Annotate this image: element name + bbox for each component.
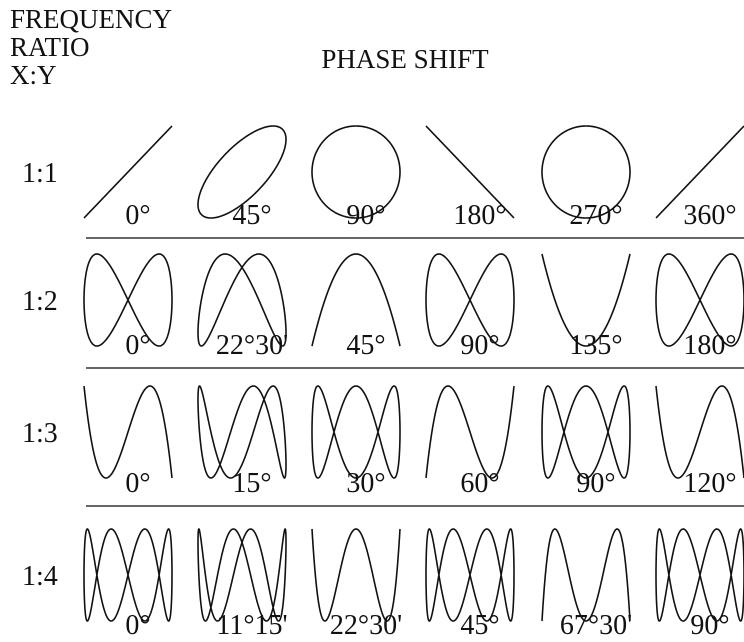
ratio-label: 1:3 bbox=[22, 418, 58, 449]
lissajous-curve bbox=[655, 528, 744, 622]
phase-label: 45° bbox=[460, 610, 499, 641]
lissajous-curve bbox=[197, 528, 287, 622]
lissajous-curve bbox=[83, 253, 173, 347]
phase-label: 22°30' bbox=[330, 610, 402, 641]
ratio-label: 1:1 bbox=[22, 158, 58, 189]
phase-label: 45° bbox=[232, 200, 271, 231]
header-line: RATIO bbox=[10, 32, 90, 62]
lissajous-curve bbox=[197, 125, 287, 219]
lissajous-curve bbox=[311, 385, 401, 479]
lissajous-curve bbox=[541, 253, 631, 347]
phase-label: 135° bbox=[569, 330, 622, 361]
phase-label: 22°30' bbox=[216, 330, 288, 361]
phase-label: 180° bbox=[683, 330, 736, 361]
phase-label: 11°15' bbox=[216, 610, 287, 641]
lissajous-curve bbox=[655, 385, 744, 479]
header-line: X:Y bbox=[10, 60, 57, 90]
phase-label: 60° bbox=[460, 468, 499, 499]
lissajous-curve bbox=[311, 528, 401, 622]
phase-label: 0° bbox=[125, 200, 150, 231]
phase-label: 90° bbox=[690, 610, 729, 641]
phase-label: 0° bbox=[125, 330, 150, 361]
lissajous-curve bbox=[425, 528, 515, 622]
ratio-label: 1:2 bbox=[22, 286, 58, 317]
lissajous-curve bbox=[655, 125, 744, 219]
phase-label: 120° bbox=[683, 468, 736, 499]
header-line: FREQUENCY bbox=[10, 4, 172, 34]
phase-label: 90° bbox=[460, 330, 499, 361]
lissajous-curve bbox=[311, 253, 401, 347]
phase-label: 45° bbox=[346, 330, 385, 361]
lissajous-curve bbox=[541, 528, 631, 622]
lissajous-curve bbox=[541, 385, 631, 479]
phase-label: 15° bbox=[232, 468, 271, 499]
lissajous-curve bbox=[541, 125, 631, 219]
lissajous-curve bbox=[83, 528, 173, 622]
phase-header: PHASE SHIFT bbox=[321, 44, 489, 74]
phase-label: 67°30' bbox=[560, 610, 632, 641]
phase-label: 270° bbox=[569, 200, 622, 231]
lissajous-curve bbox=[425, 385, 515, 479]
lissajous-curve bbox=[655, 253, 744, 347]
phase-label: 360° bbox=[683, 200, 736, 231]
lissajous-curve bbox=[311, 125, 401, 219]
phase-label: 90° bbox=[346, 200, 385, 231]
lissajous-curve bbox=[197, 385, 287, 479]
phase-label: 180° bbox=[453, 200, 506, 231]
lissajous-curve bbox=[83, 125, 173, 219]
ratio-label: 1:4 bbox=[22, 561, 58, 592]
lissajous-curve bbox=[425, 253, 515, 347]
phase-label: 0° bbox=[125, 468, 150, 499]
phase-label: 0° bbox=[125, 610, 150, 641]
phase-label: 90° bbox=[576, 468, 615, 499]
lissajous-curve bbox=[425, 125, 515, 219]
phase-label: 30° bbox=[346, 468, 385, 499]
lissajous-curve bbox=[83, 385, 173, 479]
lissajous-curve bbox=[197, 253, 287, 347]
